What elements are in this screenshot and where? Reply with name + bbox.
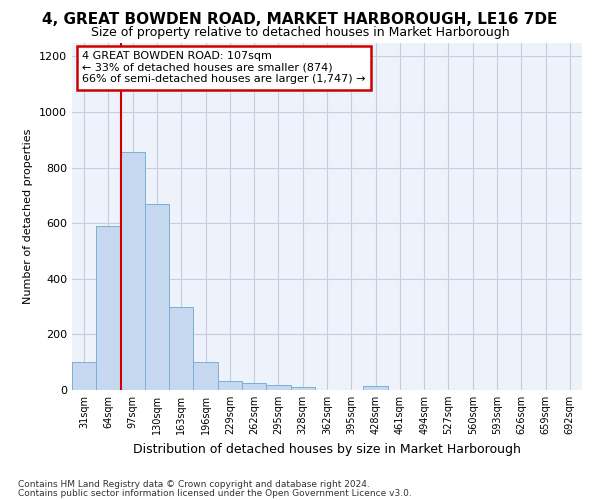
Text: Contains public sector information licensed under the Open Government Licence v3: Contains public sector information licen…: [18, 488, 412, 498]
Bar: [290, 387, 315, 390]
Bar: [193, 362, 218, 390]
X-axis label: Distribution of detached houses by size in Market Harborough: Distribution of detached houses by size …: [133, 442, 521, 456]
Bar: [242, 383, 266, 390]
Bar: [145, 204, 169, 390]
Text: 4 GREAT BOWDEN ROAD: 107sqm
← 33% of detached houses are smaller (874)
66% of se: 4 GREAT BOWDEN ROAD: 107sqm ← 33% of det…: [82, 51, 366, 84]
Bar: [121, 152, 145, 390]
Bar: [72, 362, 96, 390]
Bar: [266, 385, 290, 390]
Text: Contains HM Land Registry data © Crown copyright and database right 2024.: Contains HM Land Registry data © Crown c…: [18, 480, 370, 489]
Text: Size of property relative to detached houses in Market Harborough: Size of property relative to detached ho…: [91, 26, 509, 39]
Bar: [96, 226, 121, 390]
Y-axis label: Number of detached properties: Number of detached properties: [23, 128, 34, 304]
Text: 4, GREAT BOWDEN ROAD, MARKET HARBOROUGH, LE16 7DE: 4, GREAT BOWDEN ROAD, MARKET HARBOROUGH,…: [43, 12, 557, 28]
Bar: [364, 386, 388, 390]
Bar: [169, 306, 193, 390]
Bar: [218, 381, 242, 390]
